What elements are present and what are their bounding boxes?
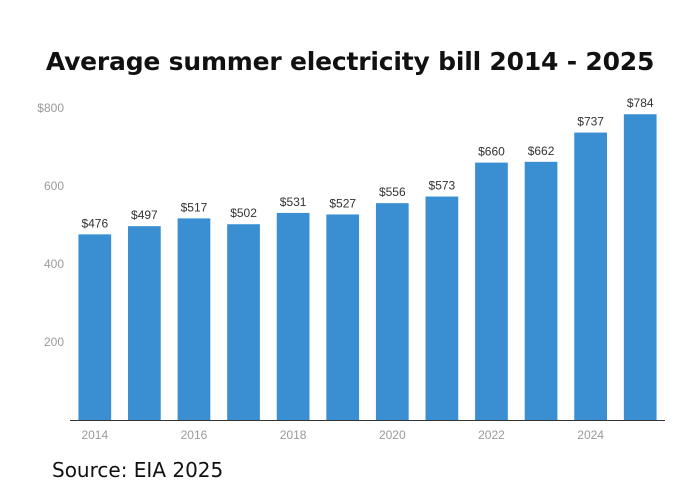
bar-value-label: $497 [131,208,158,222]
bar-value-label: $502 [230,206,257,220]
bar-value-label: $662 [528,144,555,158]
bar [475,162,508,420]
bar [623,114,657,421]
bar [574,132,607,420]
bar [524,161,558,420]
data-labels: $476 $497 $517 $502 $531 $527 $556 $573 $660 $662… [81,96,653,230]
x-tick-label: 2024 [577,428,604,442]
y-tick-label: $800 [37,101,64,115]
bar [78,234,112,420]
bar [326,214,360,420]
x-tick-label: 2020 [379,428,406,442]
bar-value-label: $573 [429,179,456,193]
chart-title: Average summer electricity bill 2014 - 2… [45,47,655,76]
bars [78,114,657,421]
bar-value-label: $556 [379,185,406,199]
bar-value-label: $476 [81,216,108,230]
bar-value-label: $531 [280,195,307,209]
y-axis-ticks: 200 400 600 $800 [37,101,64,349]
y-tick-label: 200 [44,335,64,349]
bar-value-label: $527 [329,196,356,210]
bar-value-label: $660 [478,145,505,159]
x-tick-label: 2014 [81,428,108,442]
source-note: Source: EIA 2025 [52,458,224,482]
y-tick-label: 400 [44,257,64,271]
bar [425,196,459,420]
y-tick-label: 600 [44,179,64,193]
bar [227,224,260,420]
x-tick-label: 2018 [280,428,307,442]
bar [276,212,310,420]
bar-value-label: $737 [577,115,604,129]
bar-value-label: $784 [627,96,654,110]
bar [375,203,409,420]
bar [128,226,161,420]
x-axis-ticks: 2014 2016 2018 2020 2022 2024 [81,428,604,442]
x-tick-label: 2016 [181,428,208,442]
bar [177,218,211,420]
x-tick-label: 2022 [478,428,505,442]
bar-value-label: $517 [181,200,208,214]
